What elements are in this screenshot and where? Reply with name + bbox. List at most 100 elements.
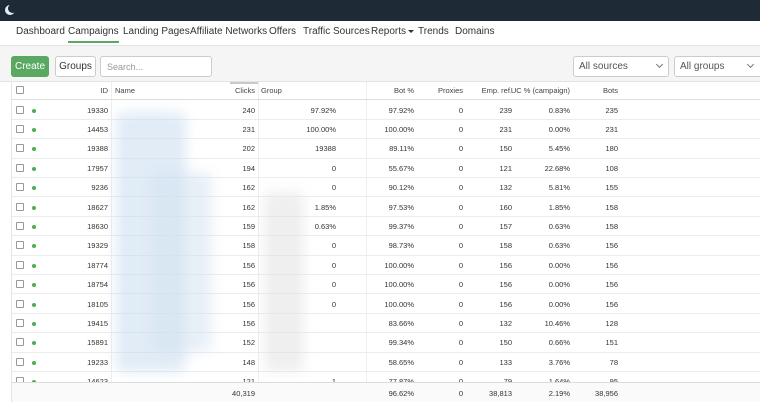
cell-id: 9236 xyxy=(91,183,108,193)
col-bot-percent[interactable]: Bot % xyxy=(393,86,414,95)
table-row[interactable]: 19388 202 19388 89.11% 0 150 5.45% 180 xyxy=(12,139,760,159)
table-row[interactable]: 18774 156 0 100.00% 0 156 0.00% 156 xyxy=(12,256,760,276)
cell-bot-percent: 100.00% xyxy=(384,260,414,270)
table-row[interactable]: 19233 148 58.65% 0 133 3.76% 78 xyxy=(12,353,760,373)
col-group[interactable]: Group xyxy=(261,86,282,95)
cell-proxies: 0 xyxy=(458,105,463,115)
total-bots: 38,956 xyxy=(595,389,618,398)
nav-landing-pages[interactable]: Landing Pages xyxy=(123,26,190,37)
sources-select-value: All sources xyxy=(579,61,628,72)
cell-proxies: 0 xyxy=(458,299,463,309)
cell-bot-percent: 58.65% xyxy=(388,357,414,367)
select-all-checkbox[interactable] xyxy=(16,86,24,94)
nav-domains[interactable]: Domains xyxy=(455,26,495,37)
cell-group: 97.92% xyxy=(310,105,336,115)
row-checkbox[interactable] xyxy=(16,124,24,133)
row-checkbox[interactable] xyxy=(16,221,24,230)
cell-proxies: 0 xyxy=(458,144,463,154)
row-checkbox[interactable] xyxy=(16,318,24,327)
cell-group: 100.00% xyxy=(306,124,336,134)
cell-id: 18630 xyxy=(87,221,108,231)
cell-emp-ref: 231 xyxy=(499,124,512,134)
table-row[interactable]: 18754 156 0 100.00% 0 156 0.00% 156 xyxy=(12,275,760,295)
cell-id: 19330 xyxy=(87,105,108,115)
table-row[interactable]: 9236 162 0 90.12% 0 132 5.81% 155 xyxy=(12,178,760,198)
cell-bot-percent: 89.11% xyxy=(389,144,414,154)
total-proxies: 0 xyxy=(458,389,463,398)
total-emp-ref: 38,813 xyxy=(489,389,512,398)
nav-reports-label: Reports xyxy=(371,26,407,37)
nav-offers[interactable]: Offers xyxy=(269,26,297,37)
create-button[interactable]: Create xyxy=(11,56,49,77)
search-input[interactable] xyxy=(100,56,212,77)
cell-id: 18627 xyxy=(87,202,108,212)
row-checkbox[interactable] xyxy=(16,338,24,347)
cell-bot-percent: 83.66% xyxy=(388,318,414,328)
nav-reports[interactable]: Reports xyxy=(371,26,415,43)
cell-proxies: 0 xyxy=(458,221,463,231)
table-row[interactable]: 18105 156 0 100.00% 0 156 0.00% 156 xyxy=(12,295,760,314)
column-divider xyxy=(111,82,112,402)
cell-emp-ref: 160 xyxy=(499,202,512,212)
cell-clicks: 159 xyxy=(242,221,255,231)
status-dot-icon xyxy=(32,127,36,132)
cell-clicks: 152 xyxy=(242,338,255,348)
col-uc-percent[interactable]: UC % (campaign) xyxy=(510,86,570,95)
row-checkbox[interactable] xyxy=(16,357,24,366)
table-row[interactable]: 19329 158 0 98.73% 0 158 0.63% 156 xyxy=(12,236,760,256)
moon-logo-icon[interactable] xyxy=(5,4,17,15)
nav-campaigns[interactable]: Campaigns xyxy=(68,26,119,43)
sources-select[interactable]: All sources xyxy=(573,56,669,77)
table-row[interactable]: 17957 194 0 55.67% 0 121 22.68% 108 xyxy=(12,159,760,179)
groups-select[interactable]: All groups xyxy=(674,56,760,77)
cell-bot-percent: 77.87% xyxy=(374,377,414,386)
table-row[interactable]: 14453 231 100.00% 100.00% 0 231 0.00% 231 xyxy=(12,120,760,140)
cell-uc-percent: 0.63% xyxy=(548,241,570,251)
cell-bots: 158 xyxy=(605,202,618,212)
cell-emp-ref: 157 xyxy=(499,221,512,231)
col-bots[interactable]: Bots xyxy=(602,86,618,95)
table-row[interactable]: 18630 159 0.63% 99.37% 0 157 0.63% 158 xyxy=(12,217,760,237)
cell-id: 14623 xyxy=(72,377,108,386)
row-checkbox[interactable] xyxy=(16,105,24,114)
groups-button[interactable]: Groups xyxy=(55,56,96,77)
row-checkbox[interactable] xyxy=(16,144,24,153)
row-checkbox[interactable] xyxy=(16,202,24,211)
nav-traffic-sources[interactable]: Traffic Sources xyxy=(303,26,370,37)
nav-dashboard[interactable]: Dashboard xyxy=(16,26,65,37)
table-row[interactable]: 18627 162 1.85% 97.53% 0 160 1.85% 158 xyxy=(12,198,760,217)
cell-id: 19329 xyxy=(87,241,108,251)
cell-group: 0 xyxy=(331,299,336,309)
table-row[interactable]: 19415 156 83.66% 0 132 10.46% 128 xyxy=(12,314,760,334)
col-clicks[interactable]: Clicks xyxy=(235,86,255,95)
row-checkbox[interactable] xyxy=(16,260,24,269)
column-divider xyxy=(258,82,259,402)
col-name[interactable]: Name xyxy=(115,86,136,95)
status-dot-icon xyxy=(32,283,36,288)
cell-group: 0 xyxy=(331,280,336,290)
table-row[interactable]: 15891 152 99.34% 0 150 0.66% 151 xyxy=(12,333,760,353)
table-row[interactable]: 19330 240 97.92% 97.92% 0 239 0.83% 235 xyxy=(12,101,760,120)
col-id[interactable]: ID xyxy=(100,86,109,95)
cell-bot-percent: 55.67% xyxy=(388,163,414,173)
row-checkbox[interactable] xyxy=(16,183,24,192)
status-dot-icon xyxy=(32,186,36,191)
row-checkbox[interactable] xyxy=(16,241,24,250)
row-checkbox[interactable] xyxy=(16,299,24,308)
cell-emp-ref: 156 xyxy=(499,299,512,309)
cell-uc-percent: 5.81% xyxy=(548,183,570,193)
row-checkbox[interactable] xyxy=(16,163,24,172)
cell-proxies: 0 xyxy=(458,318,463,328)
cell-proxies: 0 xyxy=(458,241,463,251)
col-emp-ref[interactable]: Emp. ref. xyxy=(481,86,512,95)
nav-trends[interactable]: Trends xyxy=(418,26,449,37)
row-checkbox[interactable] xyxy=(16,280,24,289)
cell-bots: 151 xyxy=(605,338,618,348)
nav-affiliate-networks[interactable]: Affiliate Networks xyxy=(190,26,268,37)
chevron-down-icon xyxy=(655,60,664,69)
cell-id: 15891 xyxy=(87,338,108,348)
cell-clicks: 156 xyxy=(242,318,255,328)
cell-id: 18774 xyxy=(87,260,108,270)
cell-bots: 156 xyxy=(605,299,618,309)
col-proxies[interactable]: Proxies xyxy=(437,86,463,95)
